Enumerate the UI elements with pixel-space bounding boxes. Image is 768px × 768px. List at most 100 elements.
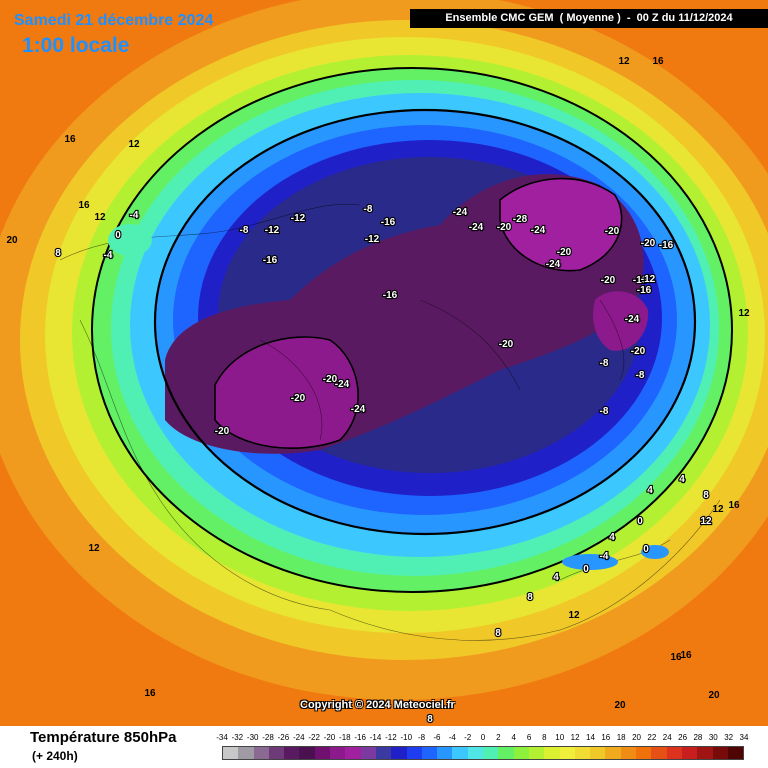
isotherm-value-label: 12 (568, 610, 580, 621)
legend-tick: -28 (262, 733, 274, 742)
legend-swatch (651, 747, 667, 759)
lead-time: (+ 240h) (32, 749, 78, 763)
isotherm-value-label: -24 (351, 404, 366, 415)
isotherm-minus20-east (499, 177, 623, 272)
isotherm-value-label: 4 (553, 572, 559, 583)
isotherm-value-label: -20 (641, 238, 656, 249)
cold-pocket-siberia (500, 178, 622, 271)
cold-pocket-canada (215, 337, 359, 449)
isotherm-value-label: -8 (600, 406, 609, 417)
isotherm-value-label: -24 (469, 222, 484, 233)
isotherm-value-label: 4 (609, 532, 615, 543)
legend-tick: -10 (400, 733, 413, 742)
isotherm-0 (153, 108, 697, 536)
isotherm-value-label: 16 (78, 200, 90, 211)
legend-swatch (712, 747, 728, 759)
legend-swatch (421, 747, 438, 759)
legend-swatch (268, 747, 285, 759)
legend-swatch (253, 747, 269, 759)
legend-swatch (681, 747, 698, 759)
isotherm-value-label: 20 (6, 235, 18, 246)
legend-tick: -18 (339, 733, 351, 742)
isotherm-value-label: -16 (381, 217, 396, 228)
isotherm-0-outer (91, 67, 733, 593)
isotherm-minus20-west (214, 336, 359, 449)
legend-swatch (666, 747, 682, 759)
isotherm-value-label: -24 (625, 314, 640, 325)
legend-tick: 4 (511, 733, 516, 742)
isotherm-value-label: 8 (495, 628, 501, 639)
legend-swatch (513, 747, 529, 759)
legend-swatch (375, 747, 392, 759)
legend-tick: 34 (739, 733, 749, 742)
legend-swatch (238, 747, 254, 759)
isotherm-value-label: -12 (291, 213, 306, 224)
model-run-info: Ensemble CMC GEM ( Moyenne ) - 00 Z du 1… (410, 9, 768, 28)
legend-tick: 16 (601, 733, 611, 742)
legend-swatch (544, 747, 560, 759)
isotherm-value-label: 0 (637, 516, 643, 527)
isotherm-value-label: 0 (643, 544, 649, 555)
legend-swatch (223, 747, 239, 759)
isotherm-value-label: 12 (88, 543, 100, 554)
isotherm-value-label: -24 (335, 379, 350, 390)
isotherm-value-label: -20 (291, 393, 306, 404)
isotherm-value-label: -24 (546, 259, 561, 270)
temperature-map[interactable]: 12 16 16 12 20 16 12 8 -4 0 -4 -8 -12 -12 -16 -16 -8 -12-… (0, 0, 768, 726)
isotherm-value-label: -20 (499, 339, 514, 350)
legend-swatch (605, 747, 621, 759)
isotherm-value-label: -8 (636, 370, 645, 381)
legend-tick: -2 (464, 733, 472, 742)
variable-title: Température 850hPa (30, 729, 177, 746)
legend-swatch (727, 747, 744, 759)
legend-tick: 0 (480, 733, 486, 742)
color-scale-bar (222, 746, 744, 760)
legend-swatch (360, 747, 376, 759)
legend-swatch (498, 747, 514, 759)
isotherm-value-label: -24 (453, 207, 468, 218)
legend-swatch (284, 747, 300, 759)
legend-swatch (467, 747, 484, 759)
legend-swatch (590, 747, 606, 759)
legend-swatch (697, 747, 713, 759)
isotherm-value-label: 4 (647, 485, 653, 496)
isotherm-value-label: -24 (531, 225, 546, 236)
isotherm-value-label: -20 (601, 275, 616, 286)
isotherm-value-label: 12 (128, 139, 140, 150)
legend-tick: 12 (570, 733, 580, 742)
isotherm-value-label: 16 (670, 652, 682, 663)
legend-tick: 2 (496, 733, 501, 742)
legend-tick: -14 (369, 733, 382, 742)
lake-east-2 (641, 545, 669, 559)
isotherm-value-label: -28 (513, 214, 528, 225)
legend-tick-labels: -34 -32 -30 -28 -26 -24 -22 -20 -18 -16 -14 -12 -10-… (216, 733, 748, 745)
legend-swatch (574, 747, 591, 759)
isotherm-value-label: 20 (708, 690, 720, 701)
isotherm-value-label: -12 (365, 234, 380, 245)
legend-tick: 20 (632, 733, 641, 742)
isotherm-value-label: -12 (641, 274, 656, 285)
legend-tick: -16 (354, 733, 366, 742)
legend-tick: 30 (708, 733, 718, 742)
legend-tick: 8 (542, 733, 547, 742)
isotherm-value-label: 4 (679, 474, 685, 485)
legend-tick: -20 (323, 733, 336, 742)
legend-swatch (483, 747, 499, 759)
legend-swatch (314, 747, 331, 759)
isotherm-value-label: -16 (637, 285, 652, 296)
lake-east-1 (562, 554, 618, 570)
isotherm-value-label: 8 (55, 248, 61, 259)
isotherm-value-label: 16 (680, 650, 692, 661)
isotherm-value-label: -16 (659, 240, 674, 251)
legend-tick: 6 (526, 733, 532, 742)
isotherm-value-label: 0 (583, 564, 589, 575)
alaska-pocket (108, 224, 152, 256)
legend-swatch (559, 747, 575, 759)
local-time: 1:00 locale (22, 34, 130, 57)
legend-tick: 26 (678, 733, 688, 742)
isotherm-value-label: 20 (614, 700, 626, 711)
legend-tick: -30 (246, 733, 259, 742)
legend-tick: 22 (647, 733, 657, 742)
legend-swatch (636, 747, 652, 759)
